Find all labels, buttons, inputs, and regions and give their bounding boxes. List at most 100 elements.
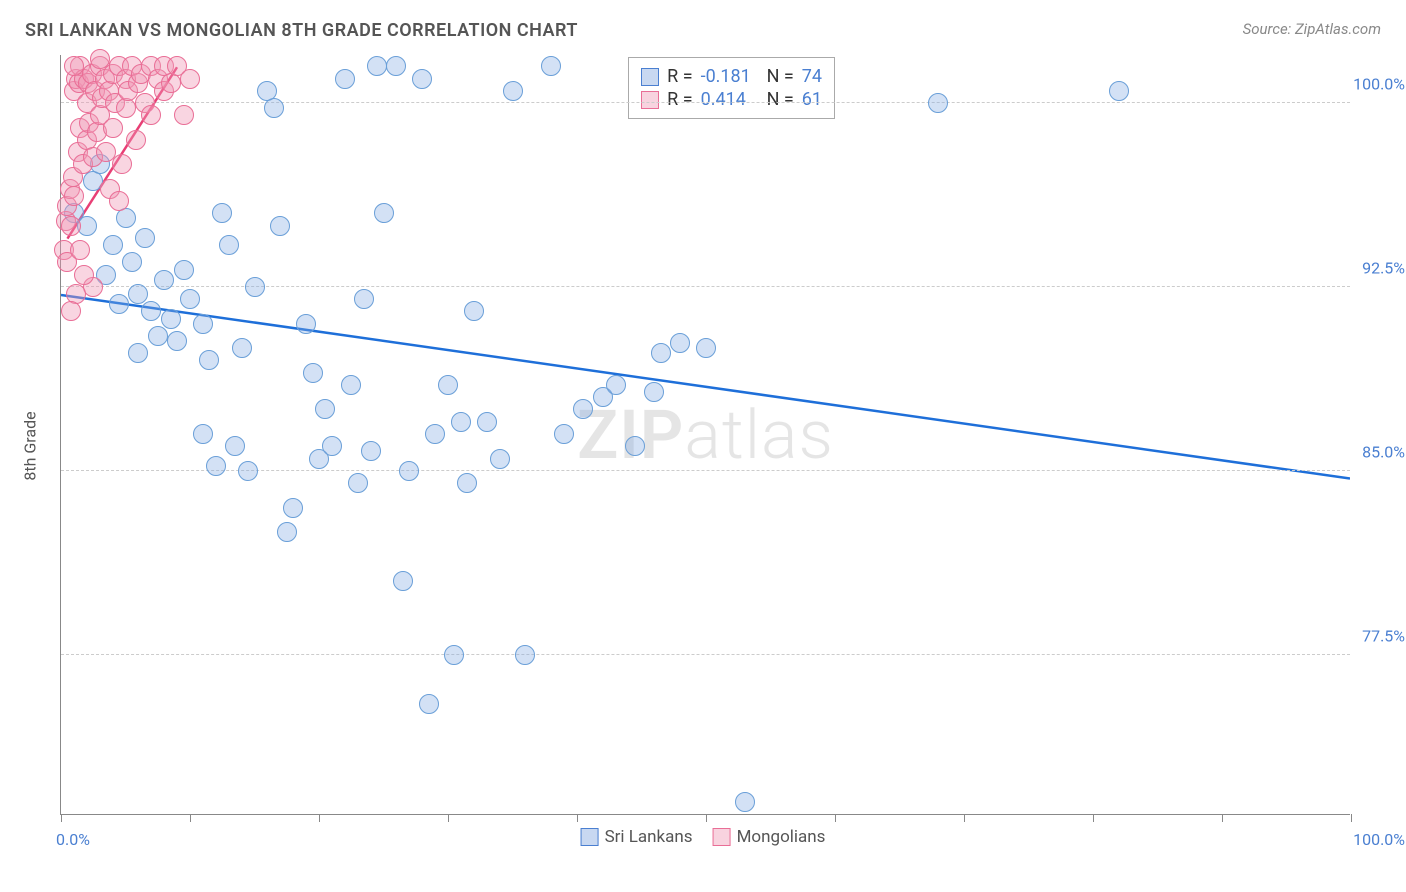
x-axis-label: 0.0% — [56, 830, 90, 849]
scatter-point — [277, 522, 297, 542]
scatter-point — [670, 333, 690, 353]
scatter-point — [193, 424, 213, 444]
scatter-point — [644, 382, 664, 402]
scatter-point — [296, 314, 316, 334]
plot-area: ZIPatlas R =-0.181N =74R =0.414N =61 77.… — [60, 55, 1350, 815]
stats-legend: R =-0.181N =74R =0.414N =61 — [628, 57, 835, 119]
scatter-point — [515, 645, 535, 665]
scatter-point — [128, 284, 148, 304]
scatter-point — [464, 301, 484, 321]
scatter-point — [199, 350, 219, 370]
scatter-point — [128, 343, 148, 363]
scatter-point — [322, 436, 342, 456]
n-value: 61 — [802, 89, 822, 110]
scatter-point — [135, 228, 155, 248]
scatter-point — [367, 56, 387, 76]
scatter-point — [264, 98, 284, 118]
x-tick — [577, 814, 578, 822]
legend-label: Mongolians — [737, 827, 826, 847]
bottom-legend: Sri Lankans Mongolians — [581, 827, 826, 847]
scatter-point — [206, 456, 226, 476]
legend-swatch-icon — [641, 68, 659, 86]
scatter-point — [928, 93, 948, 113]
scatter-point — [354, 289, 374, 309]
scatter-point — [174, 260, 194, 280]
grid-line — [61, 654, 1350, 655]
scatter-point — [232, 338, 252, 358]
scatter-point — [606, 375, 626, 395]
scatter-point — [361, 441, 381, 461]
scatter-point — [399, 461, 419, 481]
scatter-point — [303, 363, 323, 383]
y-tick-label: 85.0% — [1362, 442, 1405, 461]
r-label: R = — [667, 89, 692, 110]
y-tick-label: 92.5% — [1362, 258, 1405, 277]
scatter-point — [116, 208, 136, 228]
x-tick — [1093, 814, 1094, 822]
scatter-point — [735, 792, 755, 812]
grid-line — [61, 102, 1350, 103]
scatter-point — [541, 56, 561, 76]
watermark-light: atlas — [684, 395, 834, 475]
scatter-point — [161, 309, 181, 329]
scatter-point — [625, 436, 645, 456]
scatter-point — [419, 694, 439, 714]
scatter-point — [425, 424, 445, 444]
scatter-point — [154, 270, 174, 290]
legend-swatch-icon — [641, 91, 659, 109]
watermark: ZIPatlas — [577, 395, 834, 475]
scatter-point — [245, 277, 265, 297]
legend-swatch-icon — [581, 828, 599, 846]
legend-swatch-icon — [713, 828, 731, 846]
scatter-point — [161, 73, 181, 93]
scatter-point — [167, 331, 187, 351]
n-label: N = — [767, 89, 794, 110]
scatter-point — [457, 473, 477, 493]
x-tick — [964, 814, 965, 822]
scatter-point — [64, 56, 84, 76]
scatter-point — [116, 98, 136, 118]
source-attribution: Source: ZipAtlas.com — [1243, 20, 1381, 38]
scatter-point — [112, 154, 132, 174]
scatter-point — [141, 105, 161, 125]
scatter-point — [126, 130, 146, 150]
scatter-point — [283, 498, 303, 518]
scatter-point — [90, 49, 110, 69]
chart-title: SRI LANKAN VS MONGOLIAN 8TH GRADE CORREL… — [25, 20, 578, 41]
scatter-point — [174, 105, 194, 125]
scatter-point — [393, 571, 413, 591]
n-value: 74 — [802, 66, 822, 87]
scatter-point — [335, 69, 355, 89]
bottom-legend-item: Mongolians — [713, 827, 826, 847]
scatter-point — [270, 216, 290, 236]
legend-label: Sri Lankans — [605, 827, 693, 847]
scatter-point — [219, 235, 239, 255]
bottom-legend-item: Sri Lankans — [581, 827, 693, 847]
x-tick — [319, 814, 320, 822]
x-tick — [61, 814, 62, 822]
x-tick — [1351, 814, 1352, 822]
scatter-point — [554, 424, 574, 444]
scatter-point — [444, 645, 464, 665]
stats-legend-row: R =0.414N =61 — [641, 89, 822, 110]
r-value: -0.181 — [701, 66, 759, 87]
scatter-point — [386, 56, 406, 76]
scatter-point — [64, 186, 84, 206]
n-label: N = — [767, 66, 794, 87]
scatter-point — [1109, 81, 1129, 101]
stats-legend-row: R = -0.181 N = 74 — [641, 66, 822, 87]
scatter-point — [212, 203, 232, 223]
scatter-point — [61, 216, 81, 236]
scatter-point — [61, 301, 81, 321]
scatter-point — [122, 252, 142, 272]
scatter-point — [103, 235, 123, 255]
scatter-point — [477, 412, 497, 432]
scatter-point — [348, 473, 368, 493]
x-tick — [190, 814, 191, 822]
x-tick — [835, 814, 836, 822]
scatter-point — [193, 314, 213, 334]
scatter-point — [103, 118, 123, 138]
r-label: R = — [667, 66, 692, 87]
scatter-point — [651, 343, 671, 363]
scatter-point — [315, 399, 335, 419]
